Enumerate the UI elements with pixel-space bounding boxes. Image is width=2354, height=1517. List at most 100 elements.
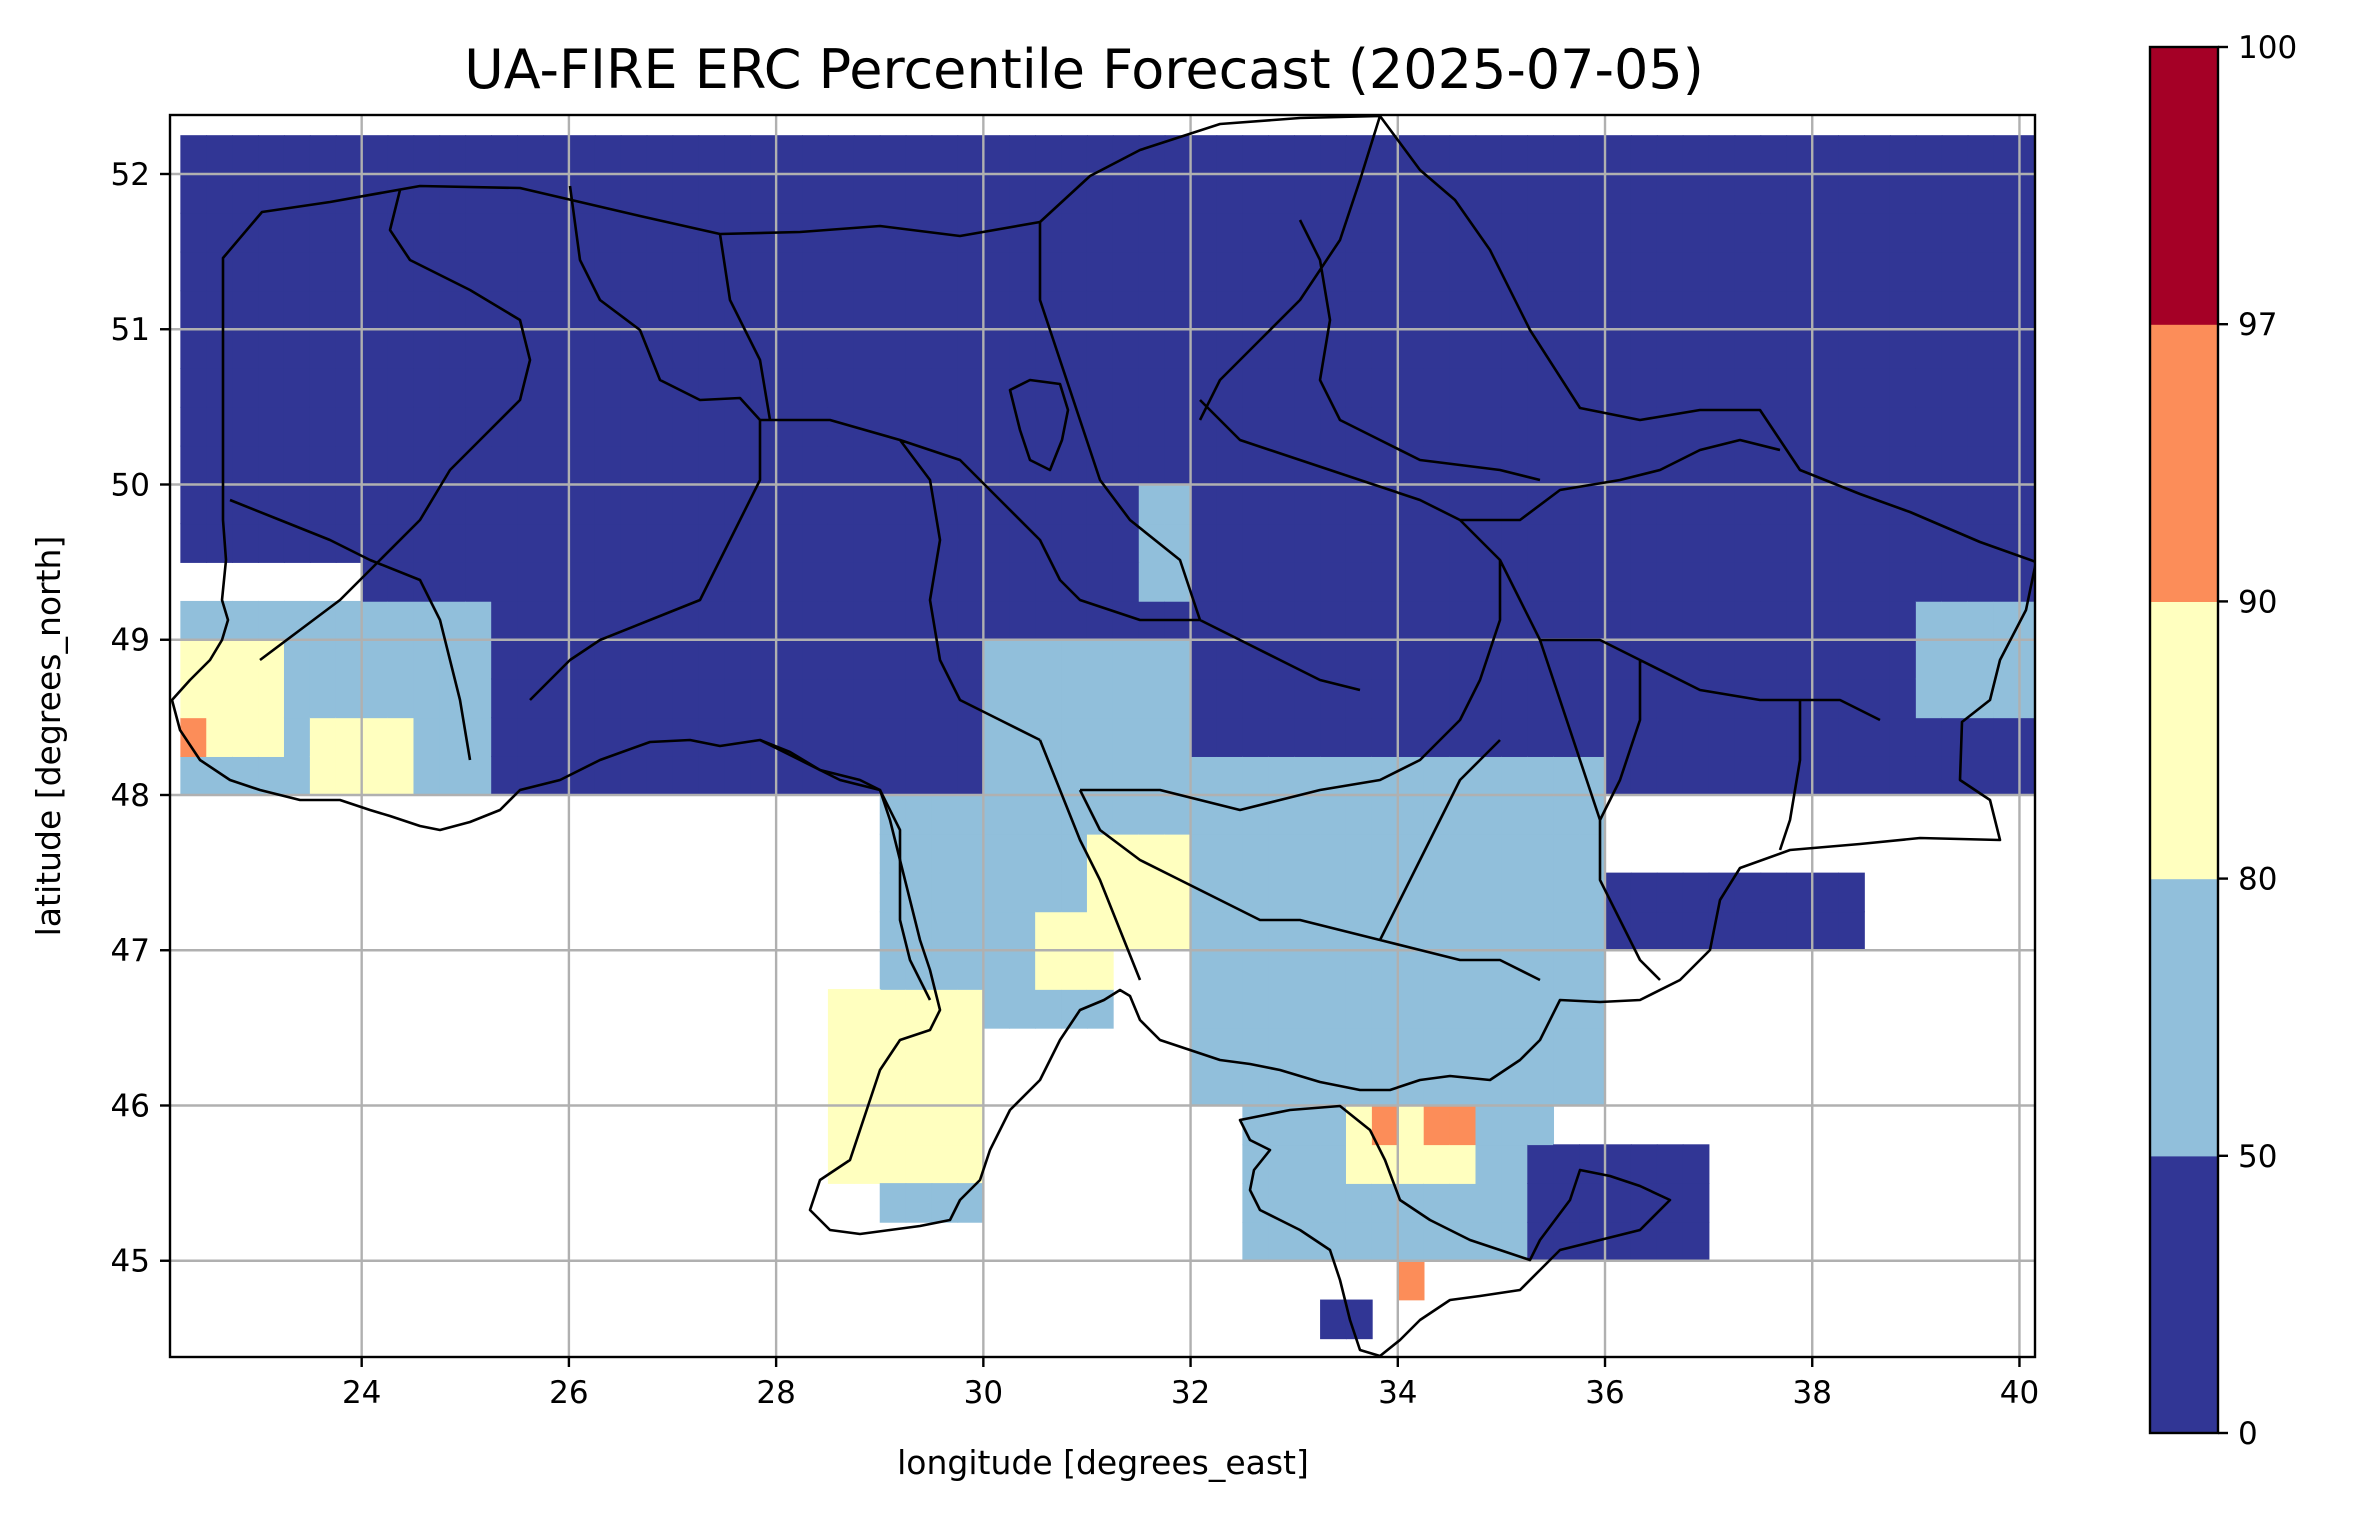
erc-cell xyxy=(1812,872,1839,913)
erc-cell xyxy=(1242,484,1270,525)
erc-cell xyxy=(1864,135,1891,175)
erc-cell xyxy=(465,523,492,563)
erc-cell xyxy=(1035,911,1062,952)
erc-cell xyxy=(1112,833,1140,874)
erc-cell xyxy=(206,523,233,563)
erc-cell xyxy=(1086,639,1114,680)
erc-cell xyxy=(543,290,570,331)
erc-cell xyxy=(853,1144,881,1184)
erc-cell xyxy=(1760,756,1788,796)
erc-cell xyxy=(1294,562,1321,602)
erc-cell xyxy=(517,135,544,175)
erc-cell xyxy=(750,445,777,486)
erc-cell xyxy=(1501,833,1529,874)
erc-cell xyxy=(1967,135,1995,175)
erc-cell xyxy=(517,600,544,641)
erc-cell xyxy=(1009,251,1036,292)
erc-cell xyxy=(1112,212,1140,253)
erc-cell xyxy=(1889,717,1917,757)
erc-cell xyxy=(1941,406,1969,447)
erc-cell xyxy=(1630,1144,1658,1184)
erc-cell xyxy=(983,950,1011,990)
erc-cell xyxy=(1656,212,1684,253)
erc-cell xyxy=(1397,950,1425,990)
erc-cell xyxy=(1915,329,1943,369)
erc-cell xyxy=(672,678,700,719)
erc-cell xyxy=(1242,290,1270,331)
erc-cell xyxy=(1941,562,1969,602)
erc-cell xyxy=(1605,717,1632,757)
erc-cell xyxy=(1605,1183,1632,1223)
erc-cell xyxy=(1320,562,1347,602)
erc-cell xyxy=(1553,135,1580,175)
erc-cell xyxy=(1423,989,1451,1029)
erc-cell xyxy=(361,484,389,525)
erc-cell xyxy=(983,911,1011,952)
erc-cell xyxy=(1630,756,1658,796)
chart-title: UA-FIRE ERC Percentile Forecast (2025-07… xyxy=(464,38,1704,101)
erc-cell xyxy=(1786,562,1814,602)
erc-cell xyxy=(1294,368,1321,408)
erc-cell xyxy=(1812,678,1839,719)
erc-cell xyxy=(1682,173,1710,214)
erc-cell xyxy=(1345,1027,1373,1068)
erc-cell xyxy=(1345,872,1373,913)
erc-cell xyxy=(283,717,311,757)
erc-cell xyxy=(879,872,907,913)
map-plot-area xyxy=(170,115,2035,1357)
erc-cell xyxy=(1682,678,1710,719)
erc-cell xyxy=(1889,173,1917,214)
erc-cell xyxy=(491,717,518,757)
erc-cell xyxy=(931,523,959,563)
erc-cell xyxy=(1190,989,1218,1029)
erc-cell xyxy=(1553,1144,1580,1184)
erc-cell xyxy=(1682,212,1710,253)
erc-cell xyxy=(568,484,596,525)
erc-cell xyxy=(1734,290,1762,331)
erc-cell xyxy=(309,173,337,214)
erc-cell xyxy=(413,600,441,641)
erc-cell xyxy=(802,639,829,680)
erc-cell xyxy=(879,717,907,757)
erc-cell xyxy=(776,523,803,563)
erc-cell xyxy=(1553,173,1580,214)
erc-cell xyxy=(1553,600,1580,641)
erc-cell xyxy=(283,290,311,331)
erc-cell xyxy=(1294,1183,1321,1223)
erc-cell xyxy=(698,290,726,331)
erc-cell xyxy=(724,678,752,719)
erc-cell xyxy=(387,173,415,214)
erc-cell xyxy=(1889,406,1917,447)
erc-cell xyxy=(802,135,829,175)
x-tick-label: 40 xyxy=(2000,1375,2039,1411)
erc-cell xyxy=(1086,562,1114,602)
erc-cell xyxy=(1838,290,1865,331)
erc-cell xyxy=(1967,562,1995,602)
erc-cell xyxy=(1268,989,1295,1029)
erc-cell xyxy=(1294,950,1321,990)
erc-cell xyxy=(983,989,1011,1029)
erc-cell xyxy=(1682,523,1710,563)
erc-cell xyxy=(1501,135,1529,175)
erc-cell xyxy=(1345,290,1373,331)
erc-cell xyxy=(1138,368,1166,408)
kyiv-city-border xyxy=(1008,378,1070,472)
erc-cell xyxy=(698,135,726,175)
erc-cell xyxy=(1035,950,1062,990)
erc-cell xyxy=(2019,639,2035,680)
erc-cell xyxy=(1579,1066,1606,1107)
erc-cell xyxy=(879,1066,907,1107)
erc-cell xyxy=(1527,1105,1555,1146)
erc-cell xyxy=(957,1105,985,1146)
erc-cell xyxy=(413,484,441,525)
erc-cell xyxy=(1605,1221,1632,1262)
erc-cell xyxy=(1579,135,1606,175)
erc-cell xyxy=(1320,290,1347,331)
erc-cell xyxy=(1915,368,1943,408)
erc-cell xyxy=(724,406,752,447)
erc-cell xyxy=(1734,135,1762,175)
erc-cell xyxy=(2019,406,2035,447)
erc-cell xyxy=(905,600,933,641)
erc-cell xyxy=(983,678,1011,719)
erc-cell xyxy=(1190,562,1218,602)
